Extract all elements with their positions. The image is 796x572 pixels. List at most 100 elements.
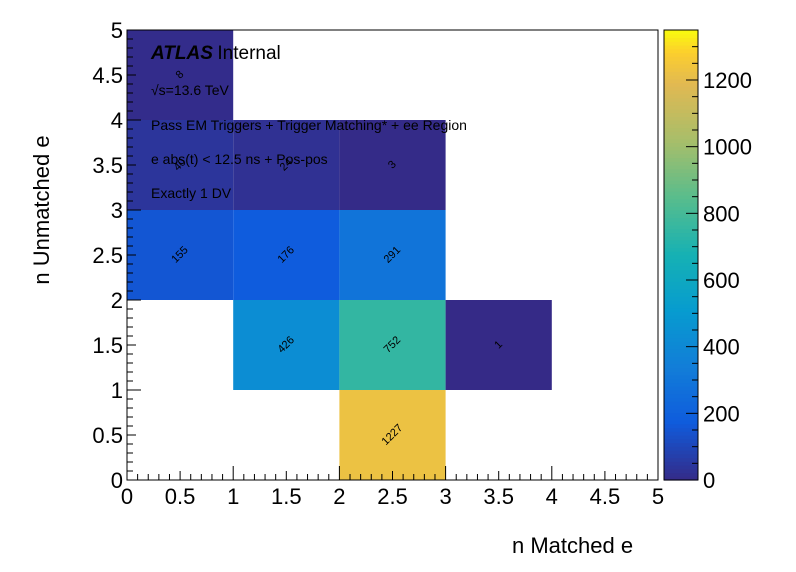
colorbar-segment [664,446,698,451]
colorbar-segment [664,390,698,395]
colorbar-segment [664,442,698,447]
colorbar-segment [664,123,698,129]
colorbar-segment [664,393,698,399]
colorbar-segment [664,75,698,80]
colorbar-segment [664,450,698,455]
colorbar-segment [664,292,698,297]
y-tick-label: 4 [111,108,123,133]
colorbar-segment [664,168,698,174]
colorbar-segment [664,356,698,361]
colorbar-segment [664,48,698,54]
colorbar-segment [664,427,698,432]
colorbar-segment [664,30,698,35]
atlas-logo-text: ATLAS [151,43,213,64]
heatmap-cell [127,30,234,120]
energy-label: √s=13.6 TeV [151,82,229,98]
colorbar-segment [664,461,698,466]
colorbar-segment [664,258,698,264]
colorbar-segment [664,412,698,417]
colorbar-segment [664,472,698,477]
colorbar-segment [664,138,698,144]
colorbar-segment [664,71,698,76]
colorbar-segment [664,41,698,46]
colorbar-segment [664,183,698,189]
colorbar-segment [664,206,698,211]
colorbar-segment [664,251,698,256]
y-tick-label: 0.5 [92,423,123,448]
colorbar-segment [664,232,698,237]
colorbar-segment [664,476,698,481]
heatmap-cell [445,300,552,390]
colorbar-segment [664,52,698,57]
heatmap-cell [233,300,340,390]
colorbar-segment [664,236,698,241]
y-axis-title: n Unmatched e [29,135,54,285]
colorbar-segment [664,150,698,155]
x-tick-label: 4.5 [590,484,621,509]
colorbar-segment [664,303,698,309]
colorbar-segment [664,33,698,39]
colorbar-segment [664,378,698,384]
colorbar-segment [664,420,698,425]
heatmap-cell [339,210,446,300]
y-tick-label: 2 [111,288,123,313]
colorbar-segment [664,348,698,354]
colorbar-segment [664,247,698,252]
colorbar-segment [664,315,698,320]
y-tick-label: 5 [111,18,123,43]
timing-label: e abs(t) < 12.5 ns + Pos-pos [151,151,328,167]
colorbar-segment [664,217,698,222]
colorbar-segment [664,431,698,436]
x-tick-label: 0.5 [165,484,196,509]
x-tick-label: 1 [227,484,239,509]
colorbar-segment [664,63,698,69]
colorbar-segment [664,112,698,117]
y-tick-label: 1.5 [92,333,123,358]
colorbar-segment [664,255,698,260]
colorbar-segment [664,90,698,95]
colorbar-segment [664,318,698,324]
atlas-label: ATLAS Internal [151,43,281,65]
colorbar-tick-label: 1000 [703,135,752,160]
colorbar-segment [664,457,698,462]
colorbar-segment [664,277,698,282]
colorbar-segment [664,67,698,72]
x-axis-title: n Matched e [512,533,634,558]
colorbar-segment [664,341,698,346]
colorbar-segment [664,333,698,339]
colorbar-segment [664,120,698,125]
colorbar-segment [664,101,698,106]
heatmap-cell [233,120,340,210]
colorbar-segment [664,285,698,290]
colorbar-segment [664,93,698,99]
colorbar-segment [664,60,698,65]
colorbar-tick-label: 800 [703,201,740,226]
colorbar-segment [664,367,698,372]
colorbar-segment [664,198,698,204]
x-tick-label: 3.5 [483,484,514,509]
colorbar-segment [664,240,698,245]
colorbar-tick-label: 0 [703,468,715,493]
colorbar-segment [664,322,698,327]
colorbar-segment [664,243,698,249]
x-tick-label: 0 [121,484,133,509]
heatmap-cell [233,210,340,300]
colorbar-tick-label: 1200 [703,68,752,93]
x-tick-label: 5 [652,484,664,509]
colorbar-segment [664,135,698,140]
heatmap-cell [339,390,446,480]
heatmap-cell [339,300,446,390]
colorbar-segment [664,296,698,301]
colorbar-segment [664,142,698,147]
internal-label: Internal [217,43,281,64]
colorbar-segment [664,288,698,294]
colorbar-segment [664,468,698,474]
colorbar-segment [664,300,698,305]
colorbar-segment [664,86,698,91]
colorbar-segment [664,262,698,267]
colorbar-segment [664,453,698,459]
colorbar-segment [664,375,698,380]
colorbar-segment [664,37,698,42]
